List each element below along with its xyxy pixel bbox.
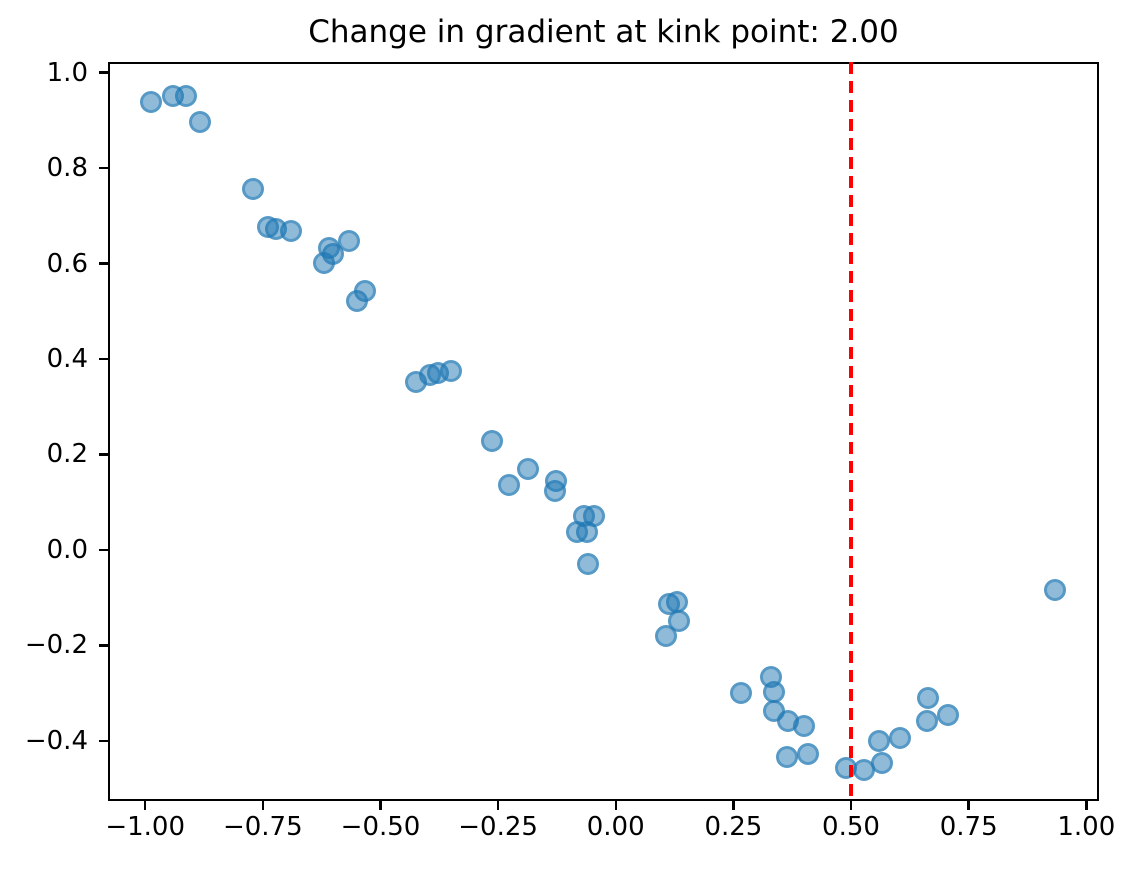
y-tick-label: 1.0	[46, 57, 88, 88]
y-tick-mark	[99, 453, 108, 456]
y-tick-label: 0.8	[46, 153, 88, 183]
data-point	[889, 726, 912, 749]
y-tick-mark	[99, 166, 108, 170]
data-point	[497, 473, 520, 496]
data-point	[796, 743, 819, 766]
data-point	[576, 520, 598, 543]
x-tick-label: 0.75	[939, 812, 998, 842]
data-point	[776, 746, 798, 769]
chart-title: Change in gradient at kink point: 2.00	[308, 14, 899, 50]
data-point	[440, 359, 462, 382]
data-point	[576, 553, 599, 576]
data-point	[1044, 578, 1067, 601]
x-tick-label: −0.25	[458, 812, 538, 842]
x-tick-mark	[379, 801, 382, 810]
y-tick-label: 0.0	[46, 534, 88, 565]
y-tick-mark	[99, 262, 108, 265]
data-point	[481, 430, 504, 452]
data-point	[241, 178, 264, 200]
data-point	[867, 729, 890, 752]
y-tick-label: 0.6	[46, 248, 88, 279]
data-point	[655, 624, 678, 647]
x-tick-mark	[143, 801, 147, 810]
x-tick-label: 0.25	[704, 812, 763, 842]
x-tick-mark	[967, 801, 970, 810]
y-tick-label: −0.4	[24, 725, 88, 756]
data-point	[916, 709, 939, 732]
x-tick-label: −1.00	[105, 812, 186, 842]
x-tick-label: −0.75	[222, 812, 303, 842]
data-point	[544, 479, 566, 502]
data-point	[140, 90, 163, 113]
data-point	[189, 110, 212, 133]
data-point	[345, 289, 368, 312]
data-point	[174, 85, 197, 108]
y-tick-mark	[99, 71, 108, 74]
data-point	[917, 687, 940, 710]
data-point	[730, 682, 753, 705]
x-tick-mark	[614, 801, 617, 810]
x-tick-mark	[261, 801, 265, 810]
data-point	[792, 714, 815, 737]
y-tick-mark	[99, 548, 108, 552]
x-tick-mark	[849, 801, 853, 810]
data-point	[937, 703, 960, 726]
x-tick-label: 0.00	[586, 812, 645, 842]
data-point	[337, 229, 360, 252]
data-point	[871, 751, 894, 774]
y-tick-label: −0.2	[24, 630, 88, 661]
x-tick-mark	[496, 801, 500, 810]
x-tick-mark	[1085, 801, 1088, 810]
data-point	[312, 252, 335, 274]
data-point	[280, 220, 302, 242]
kink-vline	[849, 62, 853, 801]
x-tick-label: 1.00	[1057, 812, 1116, 842]
x-tick-mark	[732, 801, 735, 810]
y-tick-mark	[99, 357, 108, 361]
y-tick-label: 0.2	[46, 439, 88, 470]
y-tick-mark	[99, 739, 108, 743]
x-tick-label: 0.50	[822, 812, 880, 842]
y-tick-label: 0.4	[46, 343, 88, 374]
data-point	[517, 457, 540, 480]
x-tick-label: −0.50	[340, 812, 421, 842]
y-tick-mark	[99, 644, 108, 647]
data-point	[668, 609, 691, 632]
plot-area	[108, 62, 1099, 801]
